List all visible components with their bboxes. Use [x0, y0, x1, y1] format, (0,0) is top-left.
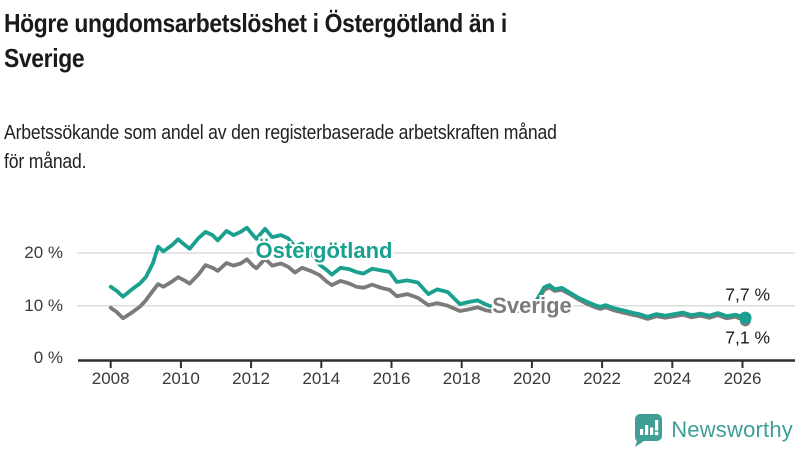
newsworthy-logo: Newsworthy [633, 413, 793, 447]
chart-subtitle: Arbetssökande som andel av den registerb… [4, 122, 557, 173]
end-value-label: 7,7 % [725, 284, 770, 305]
series-label-sverige: Sverige [492, 293, 572, 318]
y-tick-label: 0 % [33, 348, 63, 368]
newsworthy-icon [635, 414, 663, 447]
x-tick-label: 2012 [232, 369, 270, 388]
y-tick-label: 10 % [24, 295, 63, 315]
x-tick-label: 2010 [161, 369, 200, 388]
end-value-label: 7,1 % [725, 327, 770, 348]
x-tick-label: 2026 [723, 369, 762, 388]
newsworthy-wordmark: Newsworthy [671, 417, 793, 442]
series-label-östergötland: Östergötland [255, 238, 393, 263]
x-tick-label: 2020 [512, 369, 551, 388]
series-line-sverige [108, 256, 748, 323]
chart-header: Högre ungdomsarbetslöshet i Östergötland… [4, 6, 620, 173]
x-tick-label: 2018 [442, 369, 481, 388]
x-tick-label: 2014 [302, 369, 341, 388]
chart-title: Högre ungdomsarbetslöshet i Östergötland… [4, 8, 507, 73]
end-dot-östergötland [739, 311, 752, 325]
x-tick-label: 2024 [653, 369, 692, 388]
x-tick-label: 2016 [372, 369, 411, 388]
x-tick-label: 2022 [583, 369, 621, 388]
series-line-östergötland [108, 225, 748, 320]
y-tick-label: 20 % [24, 243, 63, 262]
x-tick-label: 2008 [91, 369, 130, 388]
